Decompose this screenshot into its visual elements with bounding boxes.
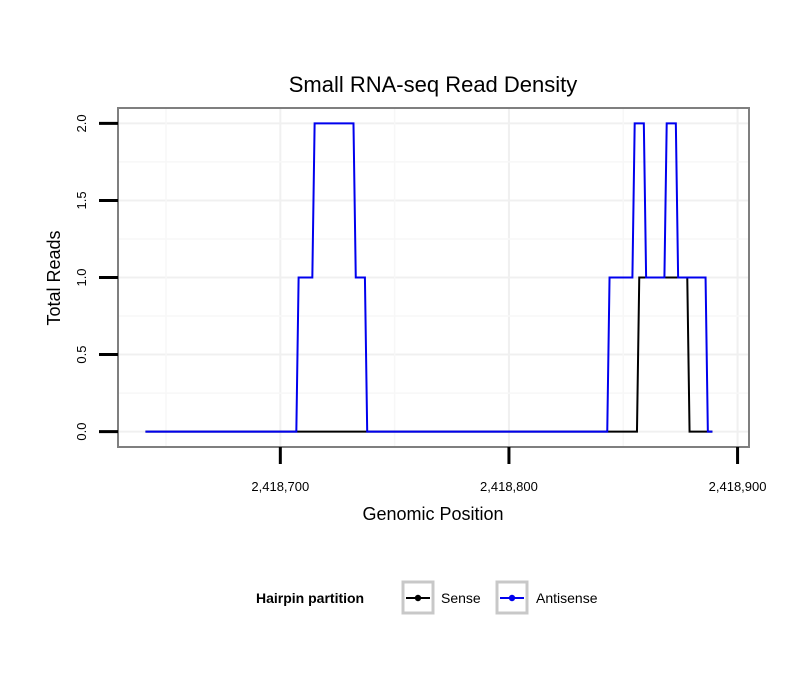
x-axis: 2,418,700 2,418,800 2,418,900 <box>251 447 766 494</box>
x-axis-title: Genomic Position <box>362 504 503 524</box>
y-tick-label: 0.0 <box>74 423 89 441</box>
chart-title: Small RNA-seq Read Density <box>289 72 578 97</box>
x-tick-label: 2,418,700 <box>251 479 309 494</box>
x-tick-label: 2,418,900 <box>709 479 767 494</box>
series-lines <box>145 122 713 433</box>
legend-label-antisense: Antisense <box>536 590 598 606</box>
legend-key-sense-point <box>414 594 422 602</box>
x-tick-label: 2,418,800 <box>480 479 538 494</box>
y-axis-title: Total Reads <box>44 230 64 325</box>
y-tick-label: 1.0 <box>74 268 89 286</box>
y-tick-label: 2.0 <box>74 114 89 132</box>
y-axis: 0.0 0.5 1.0 1.5 2.0 <box>74 114 118 441</box>
legend: Hairpin partition Sense Antisense <box>256 580 598 615</box>
legend-title: Hairpin partition <box>256 590 364 606</box>
series-line-antisense <box>145 122 713 433</box>
legend-label-sense: Sense <box>441 590 481 606</box>
y-tick-label: 1.5 <box>74 191 89 209</box>
legend-key-antisense-point <box>508 594 516 602</box>
y-tick-label: 0.5 <box>74 346 89 364</box>
